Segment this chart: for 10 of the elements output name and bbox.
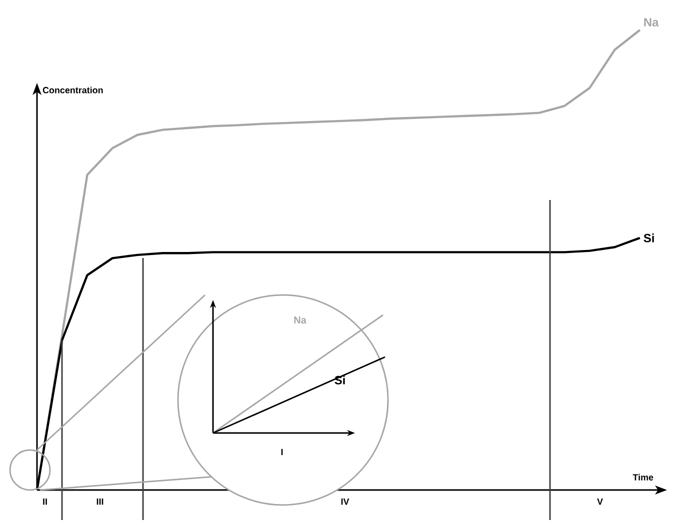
text: IV <box>341 498 350 505</box>
annotation: I <box>281 448 283 456</box>
text: Na <box>294 316 306 324</box>
text: II <box>43 498 47 505</box>
text: III <box>96 498 104 505</box>
y-axis-title: Concentration <box>42 86 103 94</box>
text: V <box>597 498 603 505</box>
series-label: Na <box>644 18 659 26</box>
x-axis-title: Time <box>632 474 654 480</box>
series-label: Si <box>644 234 654 242</box>
